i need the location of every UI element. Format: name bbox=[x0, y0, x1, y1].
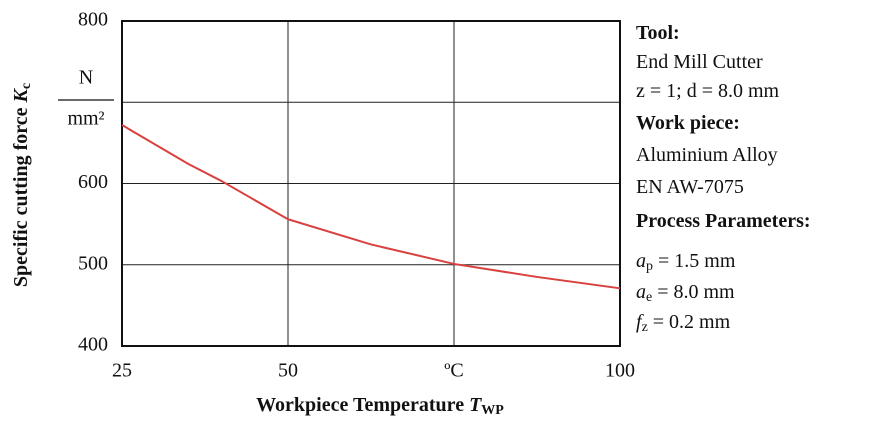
y-title-subscript: c bbox=[19, 83, 34, 89]
y-unit-numerator: N bbox=[79, 67, 93, 89]
annotation-text: Work piece: bbox=[636, 112, 740, 134]
x-title-symbol: T bbox=[469, 394, 482, 416]
annotation-text: = 8.0 mm bbox=[652, 281, 735, 303]
y-tick-label: 600 bbox=[78, 171, 108, 193]
annotation: EN AW-7075 bbox=[636, 176, 744, 198]
x-title-subscript: WP bbox=[481, 403, 504, 418]
annotation-symbol: f bbox=[636, 311, 644, 333]
x-tick-label: ºC bbox=[444, 360, 464, 382]
annotation-text: z = 1; d = 8.0 mm bbox=[636, 80, 780, 102]
annotation-subscript: e bbox=[646, 290, 652, 305]
data-line bbox=[121, 124, 621, 290]
annotation: Aluminium Alloy bbox=[636, 144, 778, 166]
x-tick-label: 25 bbox=[112, 360, 132, 382]
y-title-text: Specific cutting force bbox=[10, 107, 32, 287]
annotation-text: Tool: bbox=[636, 22, 680, 44]
y-tick-label: 400 bbox=[78, 334, 108, 356]
annotation-subscript: z bbox=[642, 320, 648, 335]
y-tick-label: 800 bbox=[78, 9, 108, 31]
annotation: ap = 1.5 mm bbox=[636, 250, 736, 275]
annotation-subscript: p bbox=[646, 259, 653, 274]
annotation-text: Aluminium Alloy bbox=[636, 144, 778, 166]
annotation-text: = 0.2 mm bbox=[648, 311, 731, 333]
annotation-symbol: a bbox=[636, 250, 646, 272]
annotation-symbol: a bbox=[636, 281, 646, 303]
x-title-text: Workpiece Temperature bbox=[256, 394, 464, 416]
annotation: End Mill Cutter bbox=[636, 51, 763, 73]
y-axis-title: Specific cutting force Kc bbox=[10, 83, 35, 287]
annotation: fz = 0.2 mm bbox=[636, 311, 731, 336]
annotation-text: EN AW-7075 bbox=[636, 176, 744, 198]
annotation-text: End Mill Cutter bbox=[636, 51, 763, 73]
annotation: Process Parameters: bbox=[636, 210, 811, 232]
annotation: ae = 8.0 mm bbox=[636, 281, 735, 306]
annotation-text: Process Parameters: bbox=[636, 210, 811, 232]
x-axis-title: Workpiece Temperature TWP bbox=[256, 394, 504, 419]
y-unit-denominator: mm² bbox=[67, 108, 104, 130]
annotation-text: = 1.5 mm bbox=[653, 250, 736, 272]
x-tick-label: 100 bbox=[605, 360, 635, 382]
annotation: Tool: bbox=[636, 22, 680, 44]
plot-frame bbox=[121, 20, 621, 347]
annotation: z = 1; d = 8.0 mm bbox=[636, 80, 780, 102]
y-tick-label: 500 bbox=[78, 252, 108, 274]
y-title-symbol: K bbox=[10, 87, 32, 103]
x-tick-label: 50 bbox=[278, 360, 298, 382]
annotation: Work piece: bbox=[636, 112, 740, 134]
